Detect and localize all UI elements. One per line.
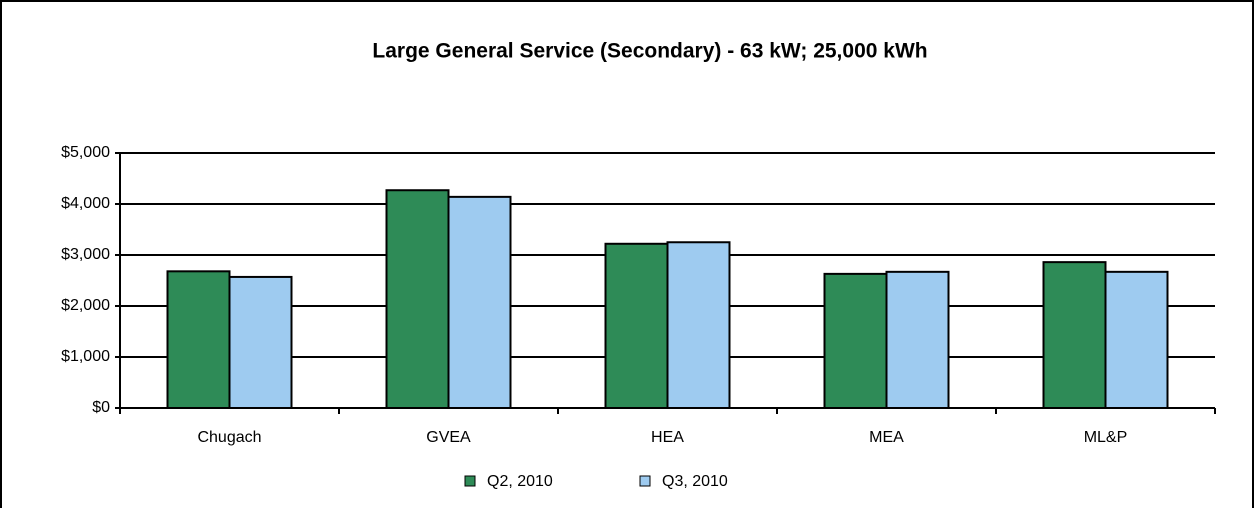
bar bbox=[447, 195, 512, 409]
bar bbox=[1042, 261, 1107, 410]
x-tick-label: Chugach bbox=[197, 429, 261, 446]
bar bbox=[166, 270, 231, 409]
x-tick-label: MEA bbox=[869, 429, 904, 446]
legend-swatch bbox=[464, 475, 476, 487]
bar bbox=[1104, 270, 1169, 409]
x-tick-label: HEA bbox=[651, 429, 684, 446]
bar bbox=[604, 242, 669, 409]
bar bbox=[666, 241, 731, 409]
legend-label: Q3, 2010 bbox=[662, 473, 728, 490]
bar bbox=[823, 272, 888, 409]
legend-swatch bbox=[639, 475, 651, 487]
bar bbox=[228, 275, 293, 409]
y-tick-label: $2,000 bbox=[61, 297, 110, 314]
bar bbox=[385, 189, 450, 409]
bar bbox=[885, 270, 950, 409]
y-tick-label: $1,000 bbox=[61, 348, 110, 365]
chart-title: Large General Service (Secondary) - 63 k… bbox=[372, 40, 927, 63]
legend-label: Q2, 2010 bbox=[487, 473, 553, 490]
y-tick-label: $5,000 bbox=[61, 144, 110, 161]
x-tick-label: ML&P bbox=[1084, 429, 1128, 446]
x-tick-label: GVEA bbox=[426, 429, 471, 446]
y-tick-label: $3,000 bbox=[61, 246, 110, 263]
y-tick-label: $4,000 bbox=[61, 195, 110, 212]
y-tick-label: $0 bbox=[92, 399, 110, 416]
